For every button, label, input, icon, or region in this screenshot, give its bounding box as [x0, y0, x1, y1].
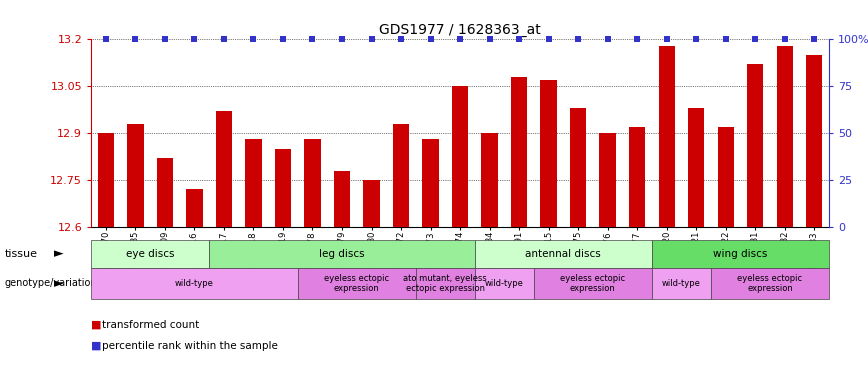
Text: eyeless ectopic
expression: eyeless ectopic expression — [560, 274, 626, 293]
Text: eye discs: eye discs — [126, 249, 174, 259]
Bar — [659, 46, 674, 227]
Text: wild-type: wild-type — [662, 279, 700, 288]
Bar — [452, 86, 468, 227]
Bar — [600, 133, 615, 227]
Text: ■: ■ — [91, 320, 102, 330]
Text: eyeless ectopic
expression: eyeless ectopic expression — [324, 274, 390, 293]
Text: wild-type: wild-type — [175, 279, 214, 288]
Bar — [216, 111, 232, 227]
Text: ►: ► — [54, 248, 64, 261]
Bar — [511, 77, 527, 227]
Bar — [246, 140, 261, 227]
Bar — [747, 64, 763, 227]
Text: percentile rank within the sample: percentile rank within the sample — [102, 341, 279, 351]
Bar — [423, 140, 438, 227]
Text: genotype/variation: genotype/variation — [4, 279, 97, 288]
Bar — [629, 127, 645, 227]
Bar — [187, 189, 202, 227]
Bar — [275, 149, 291, 227]
Text: wild-type: wild-type — [485, 279, 523, 288]
Bar — [688, 108, 704, 227]
Bar — [334, 171, 350, 227]
Text: ■: ■ — [91, 341, 102, 351]
Text: eyeless ectopic
expression: eyeless ectopic expression — [737, 274, 803, 293]
Text: ato mutant, eyeless
ectopic expression: ato mutant, eyeless ectopic expression — [404, 274, 487, 293]
Bar — [541, 80, 556, 227]
Text: transformed count: transformed count — [102, 320, 200, 330]
Bar — [777, 46, 792, 227]
Bar — [305, 140, 320, 227]
Bar — [806, 55, 822, 227]
Bar — [393, 124, 409, 227]
Text: ►: ► — [54, 277, 64, 290]
Bar — [128, 124, 143, 227]
Title: GDS1977 / 1628363_at: GDS1977 / 1628363_at — [379, 23, 541, 37]
Bar — [718, 127, 733, 227]
Text: wing discs: wing discs — [713, 249, 767, 259]
Bar — [157, 158, 173, 227]
Bar — [98, 133, 114, 227]
Text: tissue: tissue — [4, 249, 37, 259]
Text: leg discs: leg discs — [319, 249, 365, 259]
Text: antennal discs: antennal discs — [525, 249, 602, 259]
Bar — [482, 133, 497, 227]
Bar — [570, 108, 586, 227]
Bar — [364, 180, 379, 227]
